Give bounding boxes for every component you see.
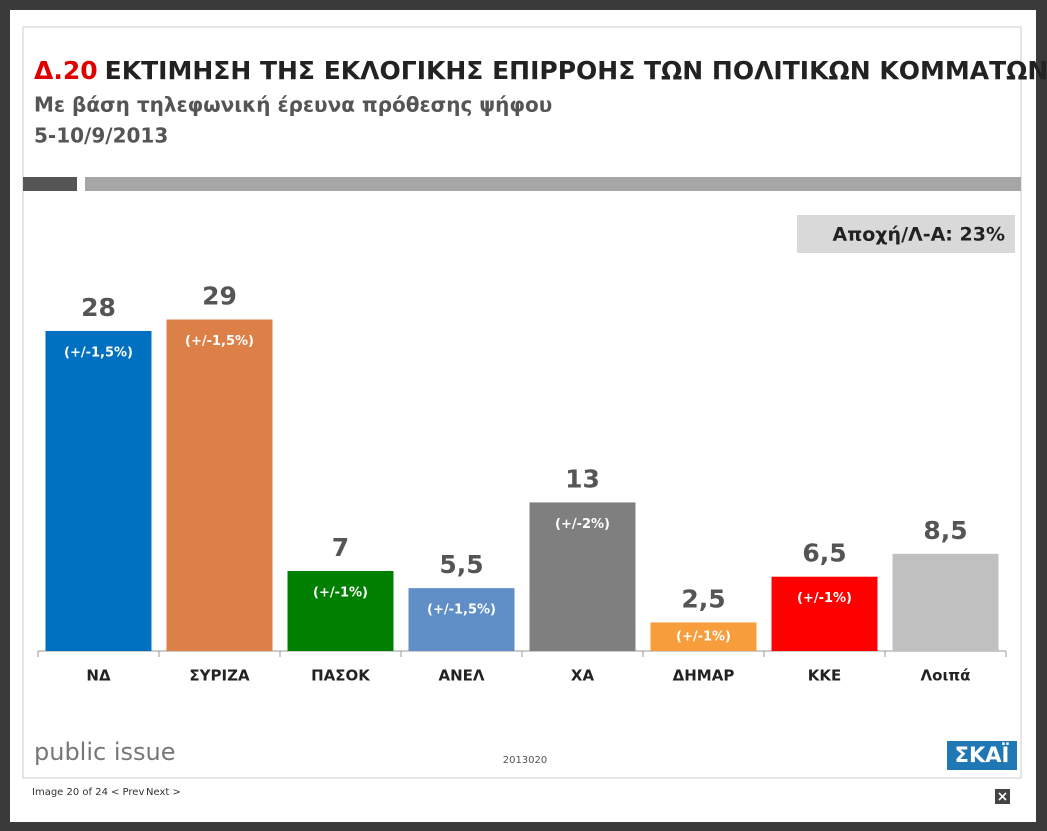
bar <box>650 622 757 651</box>
lightbox-caption: Image 20 of 24 <box>32 787 108 798</box>
error-label: (+/-1%) <box>676 630 731 645</box>
value-label: 28 <box>81 293 116 322</box>
footer-brand: public issue <box>34 738 176 766</box>
x-tick-label: ΑΝΕΛ <box>438 667 484 685</box>
x-tick-label: ΣΥΡΙΖΑ <box>189 667 250 685</box>
x-tick-label: ΝΔ <box>86 667 111 685</box>
divider-light <box>85 177 1021 191</box>
annotation-box <box>797 215 1015 253</box>
error-label: (+/-1,5%) <box>64 345 133 360</box>
x-tick-label: ΠΑΣΟΚ <box>311 667 371 685</box>
error-label: (+/-1%) <box>313 585 368 600</box>
x-tick-label: Λοιπά <box>921 667 971 685</box>
logo-box <box>947 741 1017 770</box>
value-label: 6,5 <box>802 539 846 568</box>
value-label: 7 <box>332 533 349 562</box>
footer-code: 2013020 <box>503 755 548 766</box>
error-label: (+/-1,5%) <box>185 334 254 349</box>
error-label: (+/-2%) <box>555 517 610 532</box>
divider-dark <box>23 177 77 191</box>
bar <box>287 570 394 651</box>
chart-title: Δ.20 ΕΚΤΙΜΗΣΗ ΤΗΣ ΕΚΛΟΓΙΚΗΣ ΕΠΙΡΡΟΗΣ ΤΩΝ … <box>34 56 1047 85</box>
x-tick-label: ΧΑ <box>571 667 595 685</box>
logo: ΣΚΑΪ <box>955 742 1010 767</box>
bar <box>408 588 515 651</box>
title-text: ΕΚΤΙΜΗΣΗ ΤΗΣ ΕΚΛΟΓΙΚΗΣ ΕΠΙΡΡΟΗΣ ΤΩΝ ΠΟΛΙ… <box>105 56 1047 85</box>
value-label: 5,5 <box>439 550 483 579</box>
next-link[interactable]: Next > <box>146 787 181 798</box>
close-icon <box>998 792 1007 801</box>
bar <box>45 330 152 651</box>
annotation: Αποχή/Λ-Α: 23% <box>833 224 1006 246</box>
value-label: 13 <box>565 464 600 493</box>
prev-link[interactable]: < Prev <box>111 787 144 798</box>
x-tick-label: ΚΚΕ <box>808 667 842 685</box>
bar <box>892 553 999 651</box>
x-tick-label: ΔΗΜΑΡ <box>673 667 735 685</box>
value-label: 8,5 <box>923 516 967 545</box>
bar <box>529 502 636 651</box>
error-label: (+/-1%) <box>797 591 852 606</box>
error-label: (+/-1,5%) <box>427 603 496 618</box>
bar <box>771 576 878 651</box>
chart-subtitle: Με βάση τηλεφωνική έρευνα πρόθεσης ψήφου <box>34 93 552 117</box>
chart-date: 5-10/9/2013 <box>34 124 168 148</box>
value-label: 29 <box>202 282 237 311</box>
value-label: 2,5 <box>681 584 725 613</box>
bar <box>166 319 273 651</box>
title-number: Δ.20 <box>34 56 98 85</box>
close-button[interactable] <box>995 789 1010 804</box>
